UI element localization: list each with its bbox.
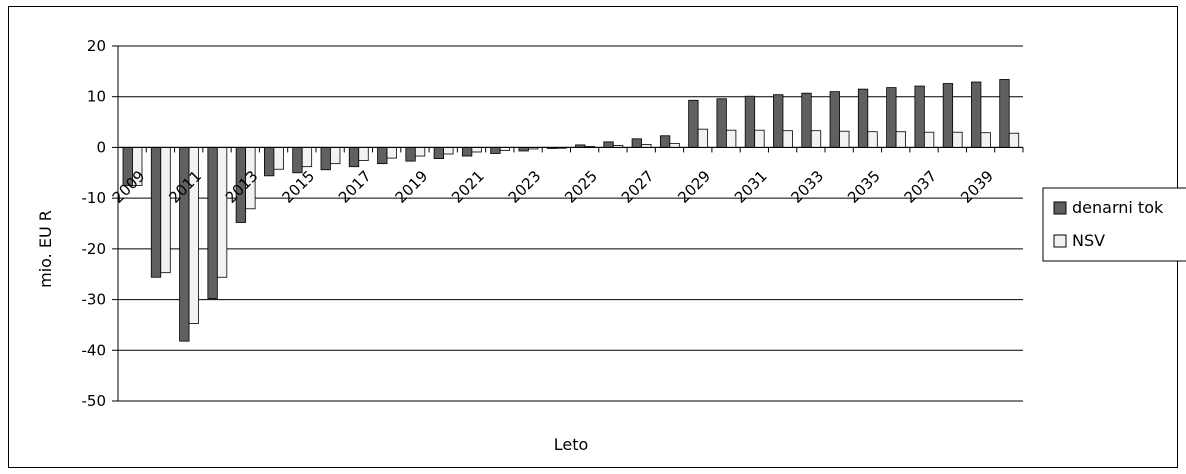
bar-nsv [980,132,991,148]
x-tick-label: 2035 [844,167,884,207]
y-tick-label: -50 [82,392,107,410]
legend-label-nsv: NSV [1072,231,1105,250]
x-tick-label: 2027 [618,167,658,207]
bar-denarni-tok [264,147,275,177]
bar-nsv [867,131,878,148]
bar-nsv [782,130,793,148]
bar-denarni-tok [461,147,473,157]
bar-denarni-tok [207,147,218,299]
x-tick-label: 2039 [957,167,997,207]
bar-denarni-tok [942,83,954,148]
bar-denarni-tok [999,79,1010,148]
bar-nsv [386,147,397,159]
bar-nsv [697,128,709,148]
legend-swatch-denarni-tok [1053,201,1067,215]
x-tick-label: 2017 [335,167,375,207]
bar-nsv [358,147,369,162]
bar-nsv [160,147,171,274]
bar-nsv [923,131,935,148]
x-tick-label: 2019 [392,167,432,207]
y-axis-title: mio. EU R [36,210,55,288]
y-tick-label: -40 [82,341,107,359]
bar-denarni-tok [518,147,529,152]
bar-denarni-tok [886,87,897,148]
y-tick-label: 20 [87,37,106,55]
bar-nsv [726,129,737,148]
bar-nsv [443,147,454,155]
legend: denarni tok NSV [1042,187,1186,262]
x-tick-label: 2021 [448,167,488,207]
x-tick-label: 2037 [901,167,941,207]
x-tick-label: 2009 [109,167,149,207]
bar-nsv [1008,132,1020,148]
x-tick-label: 2033 [787,167,827,207]
chart-frame [8,6,1178,468]
x-axis-title: Leto [554,435,589,454]
bar-denarni-tok [320,147,331,171]
y-tick-label: -30 [82,291,107,309]
legend-label-denarni-tok: denarni tok [1072,198,1164,217]
x-tick-label: 2025 [561,167,601,207]
axes [112,45,1024,402]
bar-nsv [216,147,228,278]
bar-denarni-tok [688,99,699,148]
bar-denarni-tok [405,147,416,162]
bar-nsv [330,147,341,165]
bar-denarni-tok [631,138,642,148]
bar-denarni-tok [914,85,925,148]
bar-denarni-tok [377,147,388,165]
bar-nsv [952,131,963,148]
bar-denarni-tok [659,135,671,148]
legend-frame [1042,187,1186,262]
bar-denarni-tok [971,81,982,148]
bar-nsv [273,147,284,170]
bar-denarni-tok [829,91,840,148]
x-tick-label: 2023 [505,167,545,207]
bar-denarni-tok [348,147,360,168]
bar-denarni-tok [801,92,812,148]
y-tick-label: 0 [96,138,106,156]
bar-nsv [301,147,313,168]
bar-denarni-tok [857,88,869,148]
bar-nsv [839,130,850,148]
bar-nsv [669,142,680,148]
x-tick-label: 2029 [674,167,714,207]
bar-denarni-tok [603,141,614,148]
x-tick-label: 2015 [278,167,318,207]
bar-nsv [810,130,822,148]
bar-nsv [414,147,426,157]
bar-nsv [754,129,765,148]
gridlines [118,45,1023,402]
bar-denarni-tok [716,98,727,148]
legend-swatch-nsv [1053,234,1067,248]
y-tick-label: -20 [82,240,107,258]
x-tick-label: 2031 [731,167,771,207]
bar-denarni-tok [773,94,784,148]
bar-denarni-tok [433,147,444,159]
bar-denarni-tok [292,147,303,174]
y-tick-label: -10 [82,189,107,207]
y-tick-label: 10 [87,88,106,106]
bar-nsv [895,131,906,148]
bar-denarni-tok [490,147,501,154]
bar-denarni-tok [744,95,756,148]
bar-denarni-tok [150,147,162,278]
bar-nsv [471,147,482,153]
bars [122,79,1020,342]
